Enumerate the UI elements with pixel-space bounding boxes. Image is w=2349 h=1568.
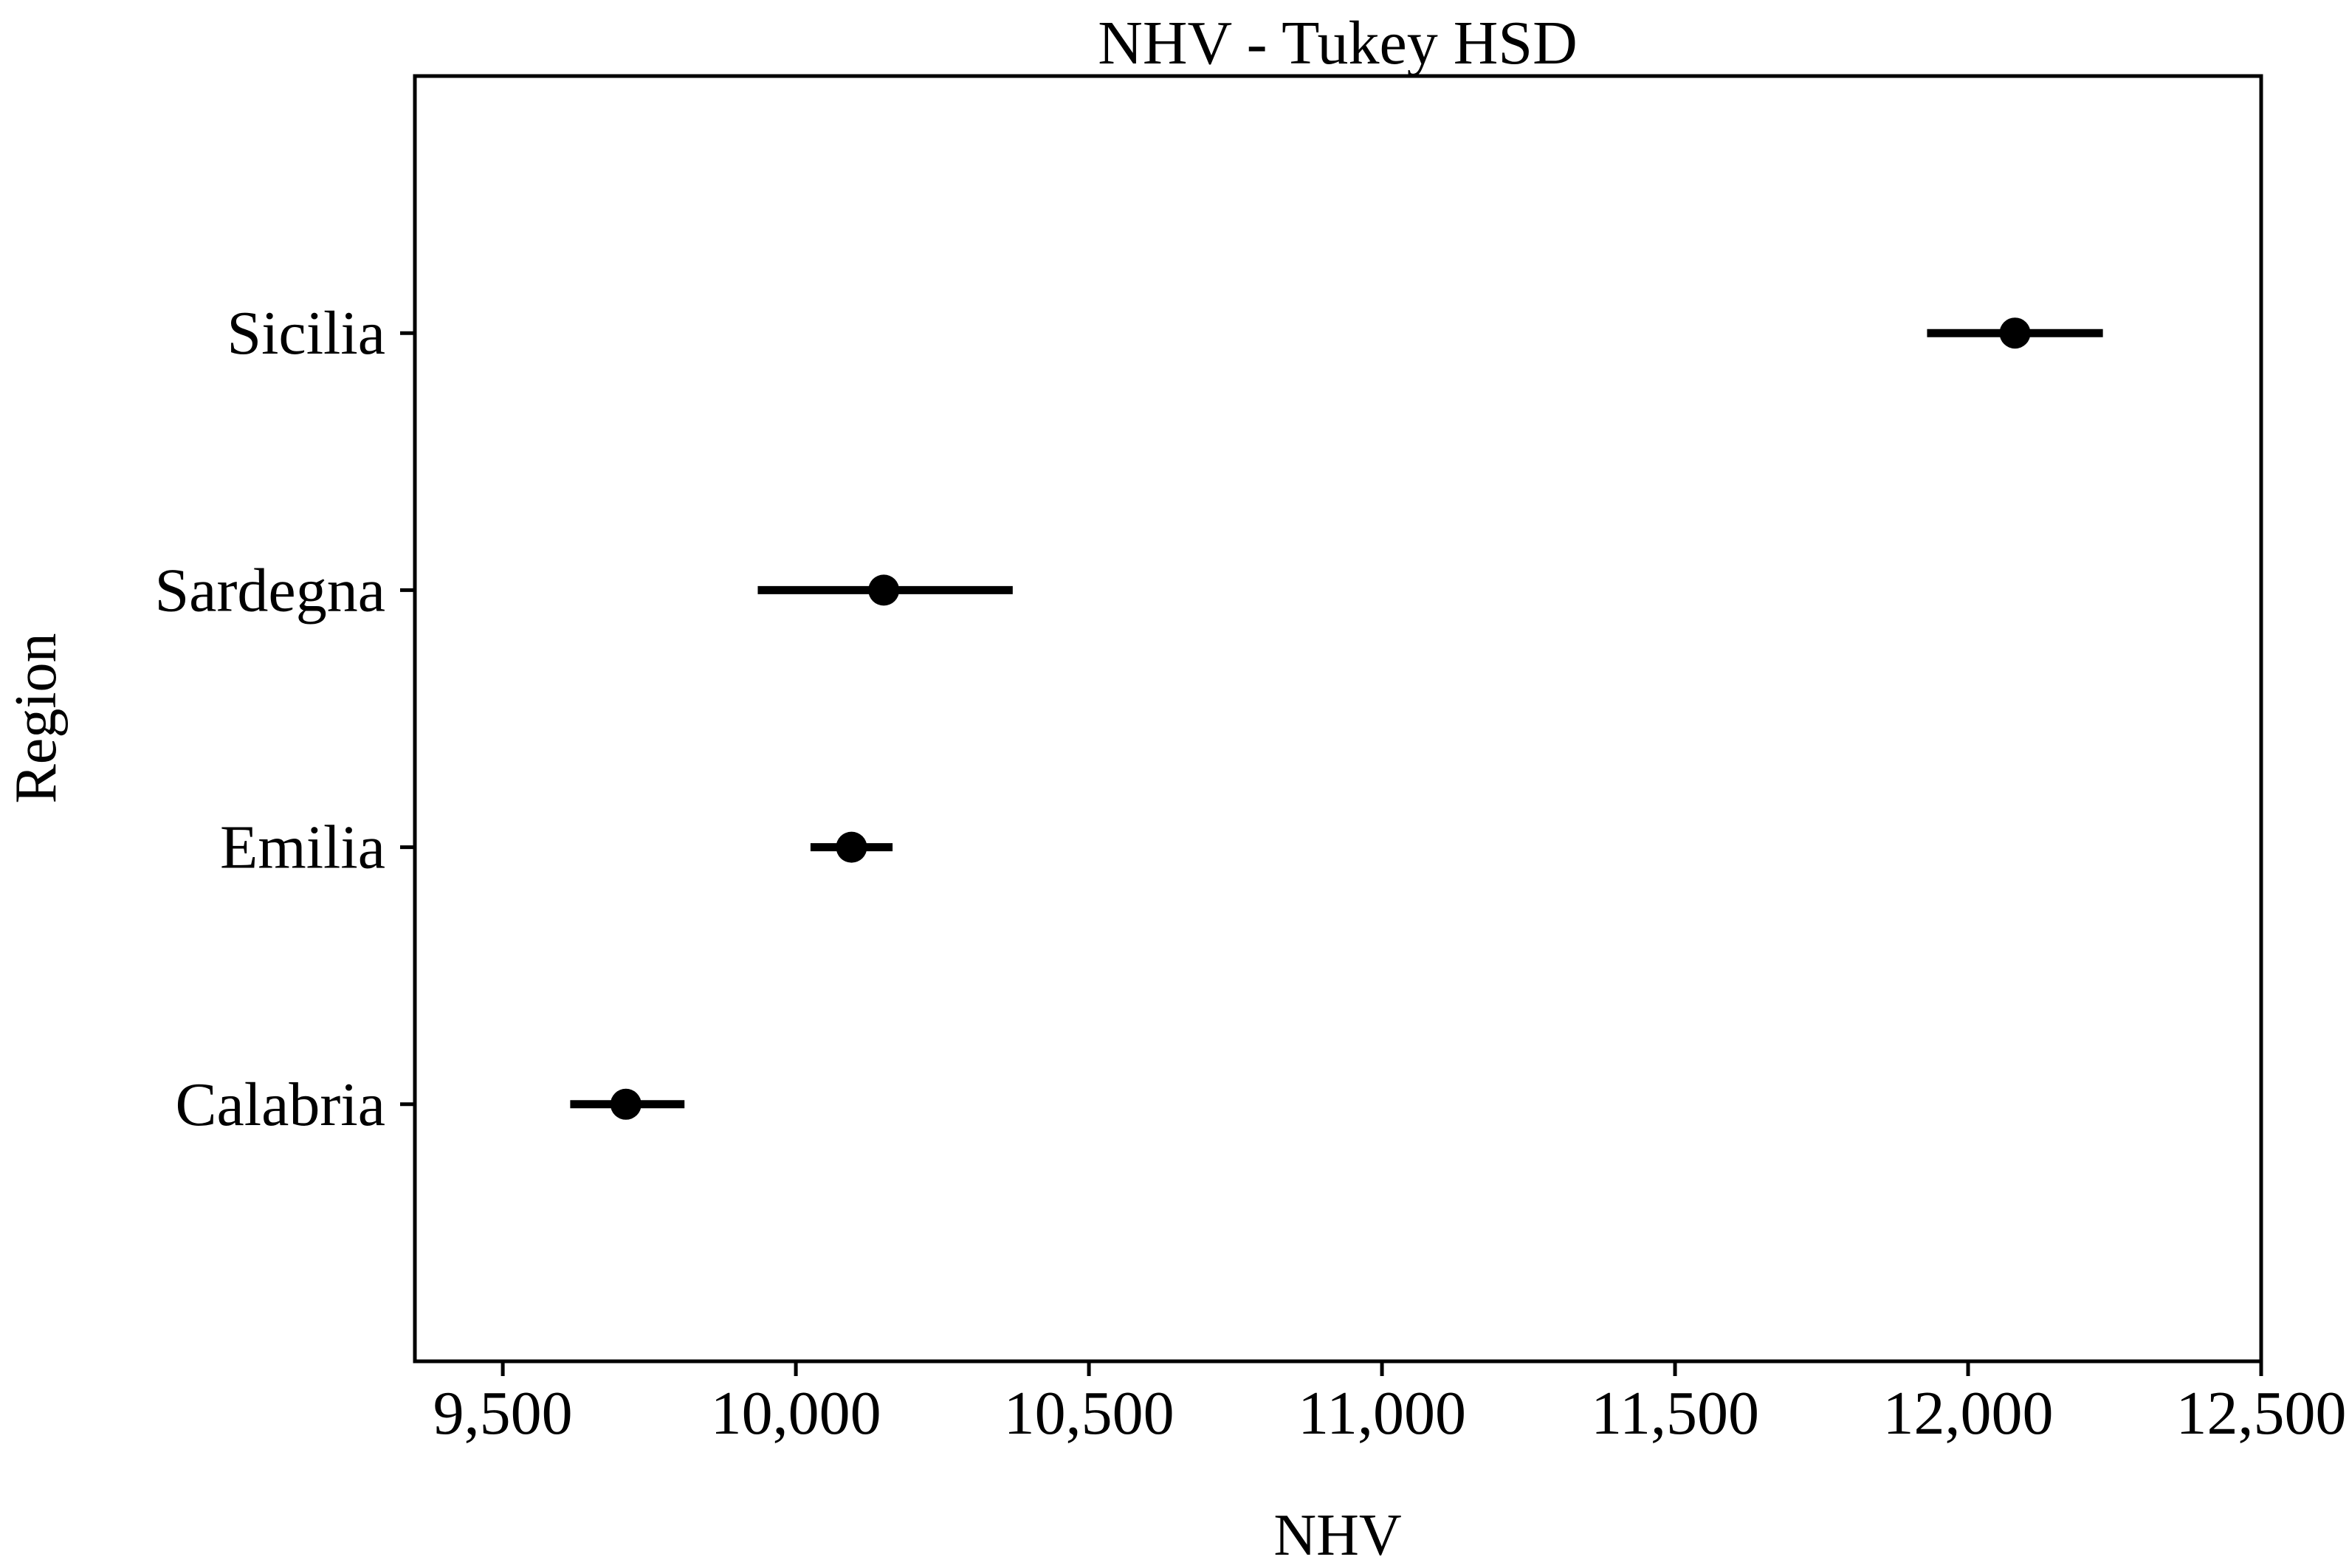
y-category-label: Emilia [220, 814, 385, 882]
mean-dot [610, 1088, 642, 1120]
y-category-label: Calabria [175, 1070, 385, 1139]
plot-border [413, 74, 2263, 1364]
x-tick-label: 11,000 [1298, 1379, 1466, 1448]
mean-dot [868, 574, 900, 606]
mean-dot [836, 831, 867, 863]
x-axis-label: NHV [1273, 1503, 1401, 1568]
y-category-label: Sicilia [227, 299, 385, 368]
mean-dot [1999, 317, 2031, 349]
x-tick-label: 9,500 [433, 1379, 573, 1448]
y-category-label: Sardegna [154, 556, 385, 625]
y-axis-label: Region [4, 633, 69, 803]
x-tick-label: 11,500 [1591, 1379, 1759, 1448]
x-tick-label: 12,500 [2176, 1379, 2347, 1448]
x-tick-label: 10,000 [711, 1379, 881, 1448]
x-tick-label: 10,500 [1004, 1379, 1174, 1448]
x-tick-label: 12,000 [1883, 1379, 2054, 1448]
chart-title: NHV - Tukey HSD [1098, 9, 1578, 78]
plot-area: 9,500 10,000 10,500 11,000 11,500 12,000 12,50… [154, 74, 2347, 1448]
